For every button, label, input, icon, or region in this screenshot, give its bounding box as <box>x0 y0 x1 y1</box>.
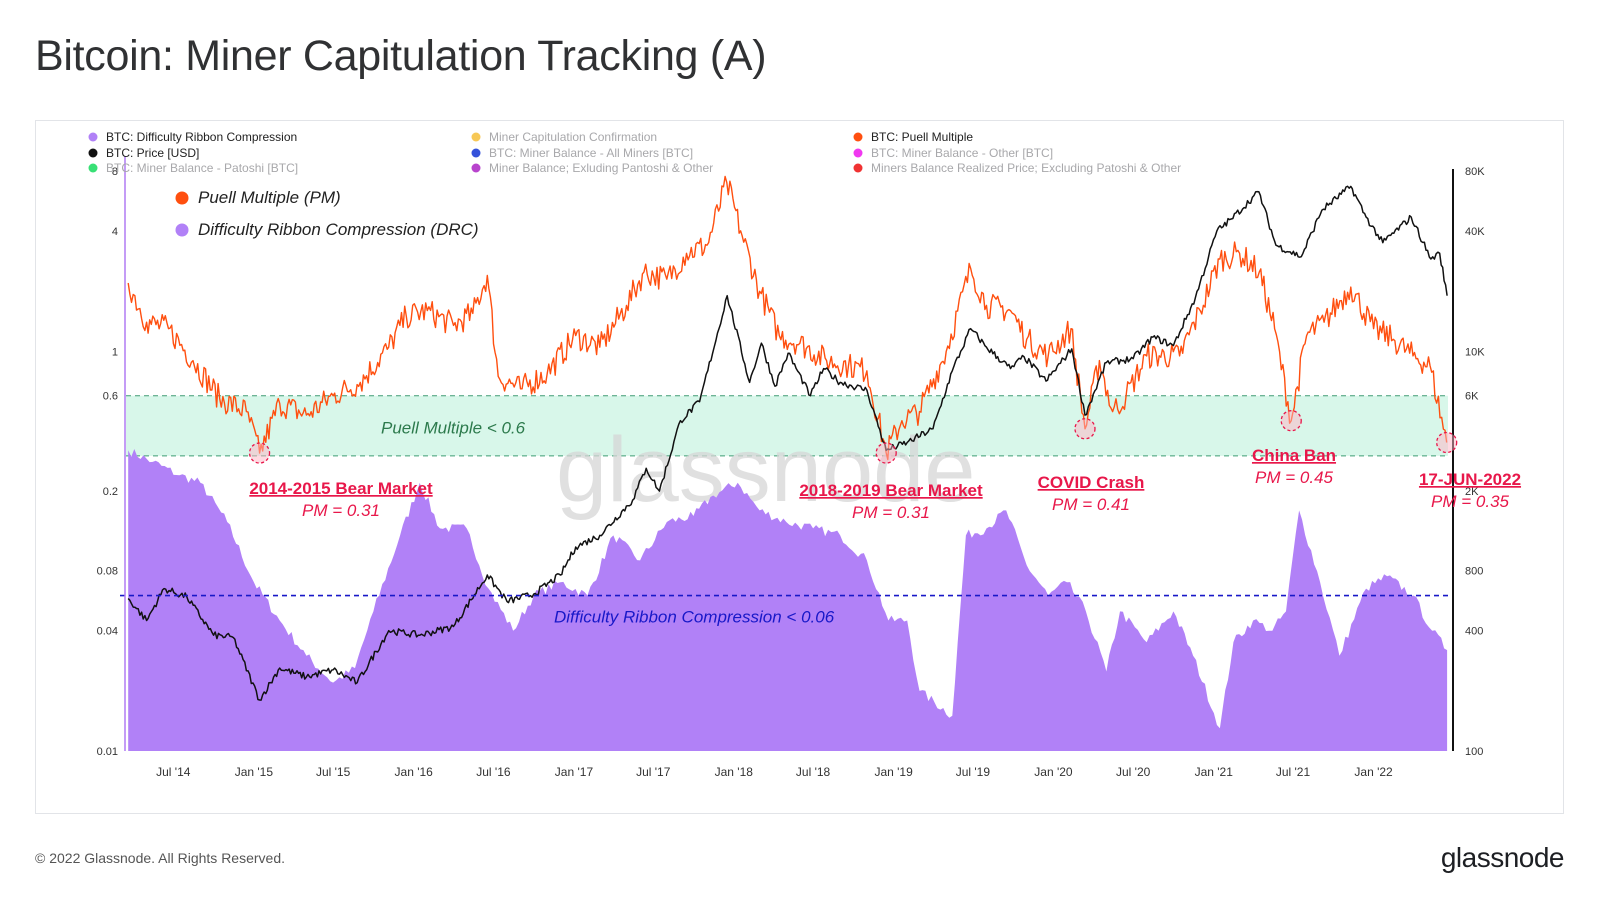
glassnode-logo: glassnode <box>1440 842 1565 873</box>
annotation-value: PM = 0.35 <box>1431 492 1510 511</box>
puell-zone-label: Puell Multiple < 0.6 <box>381 419 526 438</box>
left-tick-label: 1 <box>112 346 118 358</box>
inner-legend-label: Puell Multiple (PM) <box>198 188 341 207</box>
x-tick-label: Jul '17 <box>636 765 671 779</box>
annotation-title: 2014-2015 Bear Market <box>249 479 433 498</box>
x-tick-label: Jan '17 <box>555 765 594 779</box>
legend-item-label: BTC: Price [USD] <box>106 146 199 160</box>
legend-dot-icon <box>471 132 481 142</box>
inner-legend-dot-icon <box>175 223 189 237</box>
copyright-notice: © 2022 Glassnode. All Rights Reserved. <box>35 850 286 866</box>
x-tick-label: Jan '16 <box>395 765 434 779</box>
right-tick-label: 40K <box>1465 226 1485 238</box>
left-tick-label: 0.6 <box>103 391 118 403</box>
annotation-value: PM = 0.31 <box>852 503 930 522</box>
x-tick-label: Jul '18 <box>796 765 831 779</box>
annotation-value: PM = 0.41 <box>1052 495 1130 514</box>
legend-dot-icon <box>88 163 98 173</box>
legend-item-label: Miner Capitulation Confirmation <box>489 130 657 144</box>
right-tick-label: 10K <box>1465 346 1485 358</box>
x-tick-label: Jan '20 <box>1034 765 1073 779</box>
right-tick-label: 80K <box>1465 166 1485 178</box>
legend-item-label: Miner Balance; Exluding Pantoshi & Other <box>489 161 713 175</box>
x-tick-label: Jan '19 <box>874 765 913 779</box>
legend-dot-icon <box>88 148 98 158</box>
annotation-title: COVID Crash <box>1038 473 1145 492</box>
x-tick-label: Jul '14 <box>156 765 191 779</box>
x-tick-label: Jul '20 <box>1116 765 1151 779</box>
x-tick-label: Jul '16 <box>476 765 511 779</box>
legend-item-label: BTC: Miner Balance - All Miners [BTC] <box>489 146 693 160</box>
x-tick-label: Jul '19 <box>956 765 991 779</box>
event-marker-icon <box>875 442 897 464</box>
inner-legend: Puell Multiple (PM) Difficulty Ribbon Com… <box>175 188 479 239</box>
left-tick-label: 4 <box>112 226 118 238</box>
annotation-title: China Ban <box>1252 446 1336 465</box>
annotation-value: PM = 0.31 <box>302 501 380 520</box>
event-marker-icon <box>1436 431 1458 454</box>
btc-price-series <box>127 185 1448 701</box>
legend-dot-icon <box>853 163 863 173</box>
legend-item-label: BTC: Miner Balance - Patoshi [BTC] <box>106 161 298 175</box>
legend-dot-icon <box>471 163 481 173</box>
x-tick-label: Jan '22 <box>1354 765 1393 779</box>
legend-dot-icon <box>853 132 863 142</box>
right-axis-ticks: 100 400 800 2K 6K 10K 40K 80K <box>1465 166 1485 758</box>
left-tick-label: 0.01 <box>97 746 118 758</box>
left-tick-label: 8 <box>112 166 118 178</box>
right-tick-label: 800 <box>1465 566 1483 578</box>
inner-legend-label: Difficulty Ribbon Compression (DRC) <box>198 220 479 239</box>
legend-dot-icon <box>853 148 863 158</box>
event-marker-icon <box>248 442 271 464</box>
chart-svg: Puell Multiple < 0.6 glassnode Difficult… <box>88 130 1521 779</box>
x-tick-label: Jul '15 <box>316 765 351 779</box>
glassnode-watermark: glassnode <box>556 419 975 521</box>
legend-item-label: BTC: Difficulty Ribbon Compression <box>106 130 297 144</box>
left-tick-label: 0.04 <box>97 626 118 638</box>
x-tick-label: Jan '15 <box>235 765 274 779</box>
puell-multiple-series <box>127 175 1448 461</box>
event-annotations: 2014-2015 Bear Market PM = 0.31 2018-2019 … <box>248 410 1521 522</box>
left-axis-ticks: 0.01 0.04 0.08 0.2 0.6 1 4 8 <box>97 166 118 758</box>
left-tick-label: 0.2 <box>103 486 118 498</box>
annotation-value: PM = 0.45 <box>1255 468 1334 487</box>
x-tick-label: Jan '21 <box>1195 765 1234 779</box>
inner-legend-dot-icon <box>175 191 189 205</box>
right-tick-label: 100 <box>1465 746 1483 758</box>
legend-item-label: BTC: Puell Multiple <box>871 130 973 144</box>
page-title: Bitcoin: Miner Capitulation Tracking (A) <box>35 32 767 80</box>
legend-dot-icon <box>471 148 481 158</box>
drc-threshold-label: Difficulty Ribbon Compression < 0.06 <box>554 608 835 627</box>
right-tick-label: 400 <box>1465 626 1483 638</box>
chart-panel: Puell Multiple < 0.6 glassnode Difficult… <box>35 120 1564 814</box>
drc-area-series <box>128 449 1448 751</box>
puell-zone-band <box>126 395 1448 456</box>
annotation-title: 17-JUN-2022 <box>1419 470 1521 489</box>
annotation-title: 2018-2019 Bear Market <box>799 481 983 500</box>
x-axis-ticks: Jul '14 Jan '15 Jul '15 Jan '16 Jul '16 Jan '… <box>156 765 1393 779</box>
left-tick-label: 0.08 <box>97 566 118 578</box>
x-tick-label: Jul '21 <box>1276 765 1311 779</box>
legend-dot-icon <box>88 132 98 142</box>
event-marker-icon <box>1074 418 1096 440</box>
legend-item-label: BTC: Miner Balance - Other [BTC] <box>871 146 1053 160</box>
event-marker-icon <box>1280 410 1302 432</box>
right-tick-label: 2K <box>1465 486 1479 498</box>
right-tick-label: 6K <box>1465 391 1479 403</box>
x-tick-label: Jan '18 <box>715 765 754 779</box>
top-legend: BTC: Difficulty Ribbon Compression Miner … <box>88 130 1181 175</box>
legend-item-label: Miners Balance Realized Price; Excluding… <box>871 161 1181 175</box>
